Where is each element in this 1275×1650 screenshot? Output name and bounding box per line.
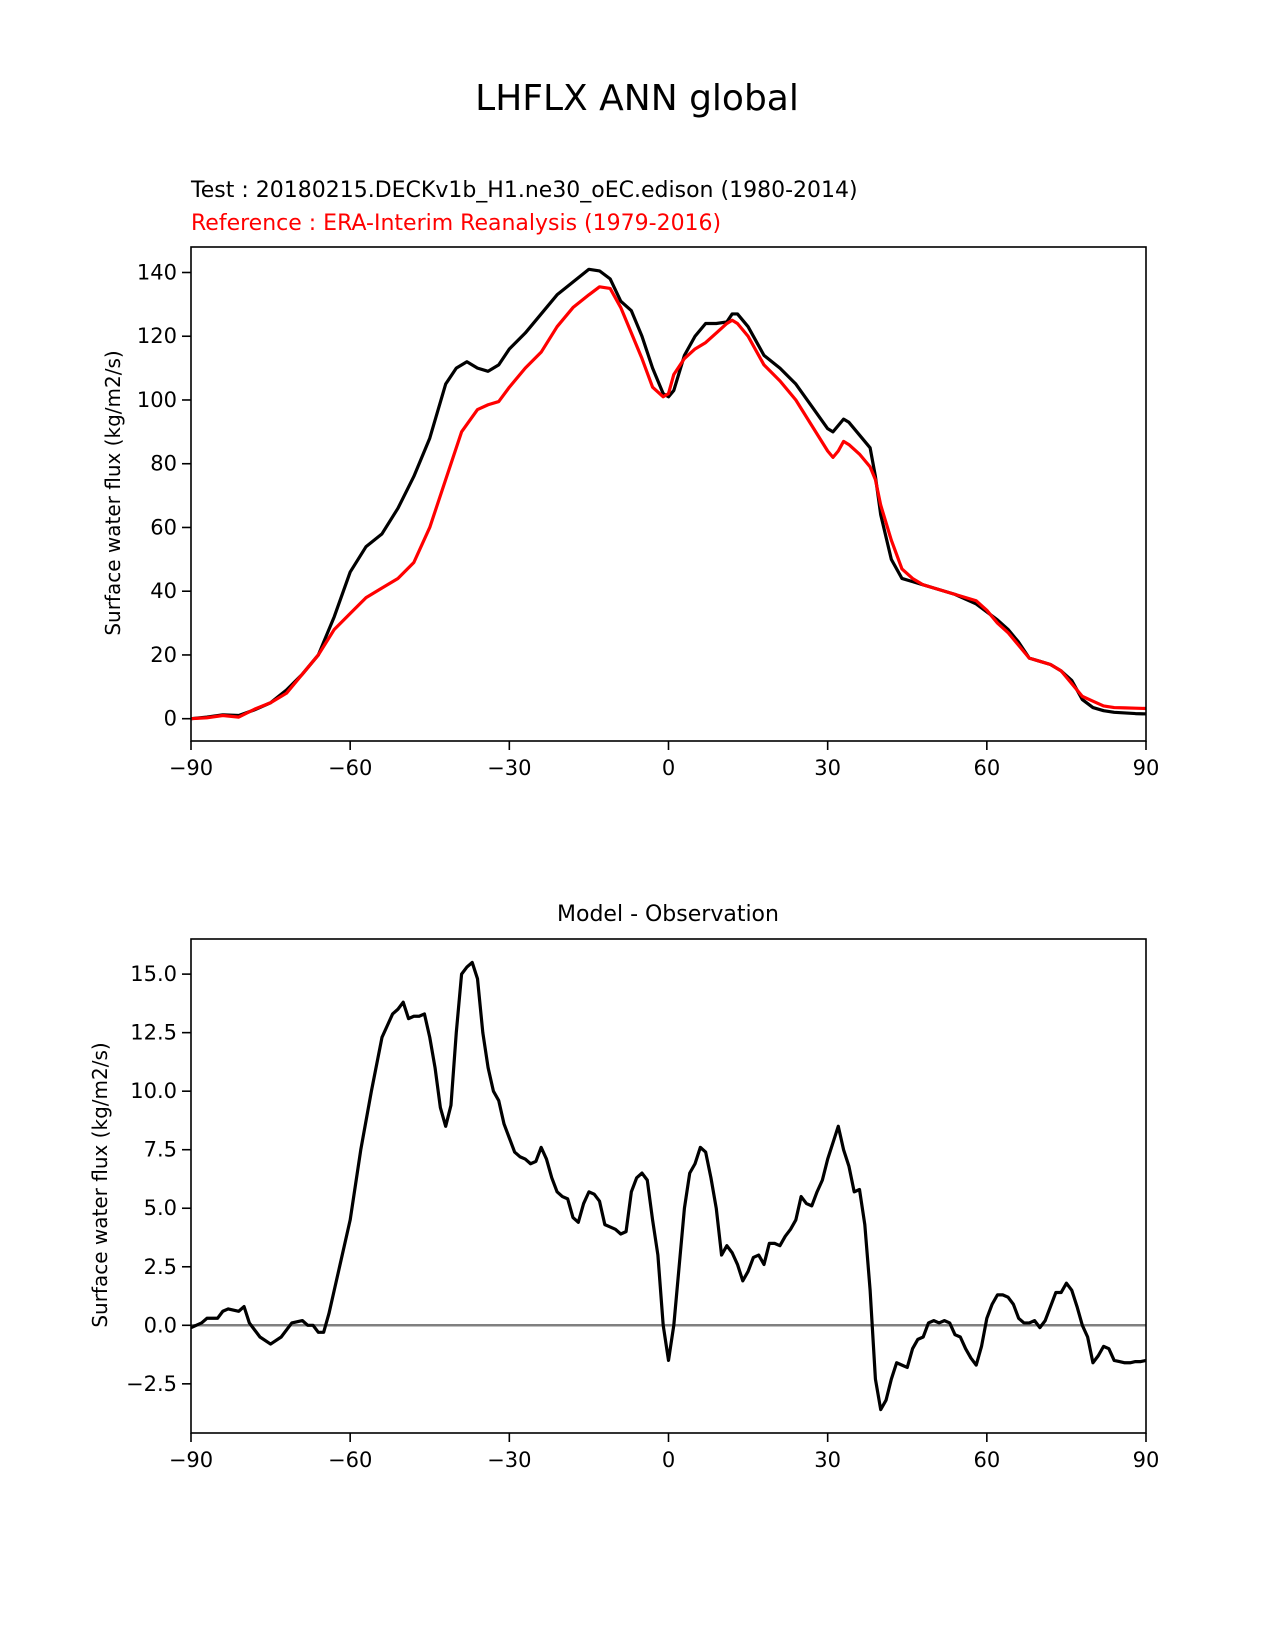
top-panel: Test : 20180215.DECKv1b_H1.ne30_oEC.edis… bbox=[101, 178, 1159, 780]
reference-title: Reference : ERA-Interim Reanalysis (1979… bbox=[191, 211, 721, 236]
figure-suptitle: LHFLX ANN global bbox=[475, 78, 799, 119]
top-axes-frame bbox=[190, 246, 1147, 742]
bottom-xtick-label: −90 bbox=[169, 1448, 213, 1472]
top-xtick-label: 30 bbox=[814, 756, 841, 780]
top-series-line-test bbox=[191, 267, 1146, 721]
top-ylabel: Surface water flux (kg/m2/s) bbox=[101, 350, 125, 635]
bottom-ytick-label: 15.0 bbox=[130, 962, 177, 986]
top-xtick-label: 90 bbox=[1133, 756, 1160, 780]
top-ytick-label: 100 bbox=[137, 388, 177, 412]
top-ytick-label: 60 bbox=[150, 515, 177, 539]
top-ytick-label: 140 bbox=[137, 260, 177, 284]
bottom-xtick-label: 30 bbox=[814, 1448, 841, 1472]
bottom-xtick-label: −60 bbox=[328, 1448, 372, 1472]
bottom-xtick-label: 60 bbox=[973, 1448, 1000, 1472]
top-ytick-label: 80 bbox=[150, 452, 177, 476]
bottom-ytick-label: 10.0 bbox=[130, 1079, 177, 1103]
bottom-ytick-label: 0.0 bbox=[144, 1313, 177, 1337]
top-ytick-label: 20 bbox=[150, 643, 177, 667]
bottom-panel: Model - Observation Surface water flux (… bbox=[88, 902, 1159, 1472]
bottom-ytick-label: 5.0 bbox=[144, 1196, 177, 1220]
top-xtick-label: −90 bbox=[169, 756, 213, 780]
bottom-ytick-label: 12.5 bbox=[130, 1021, 177, 1045]
top-series-line-reference bbox=[191, 285, 1146, 721]
test-title: Test : 20180215.DECKv1b_H1.ne30_oEC.edis… bbox=[190, 178, 858, 203]
bottom-xtick-label: −30 bbox=[487, 1448, 531, 1472]
bottom-ylabel: Surface water flux (kg/m2/s) bbox=[88, 1042, 112, 1327]
top-ytick-label: 120 bbox=[137, 324, 177, 348]
top-ytick-label: 40 bbox=[150, 579, 177, 603]
top-plot-area: −90 −60 −30 0 30 60 90 0 20 40 60 80 100 120 140 bbox=[137, 246, 1160, 780]
bottom-xtick-label: 90 bbox=[1133, 1448, 1160, 1472]
bottom-plot-area: −90 −60 −30 0 30 60 90 −2.5 0.0 2.5 5.0 7.5 10.0 12.5… bbox=[126, 938, 1160, 1472]
bottom-series-line-model-observation bbox=[191, 960, 1146, 1412]
diff-title: Model - Observation bbox=[557, 902, 779, 927]
top-xtick-label: −30 bbox=[487, 756, 531, 780]
top-ytick-label: 0 bbox=[164, 707, 177, 731]
bottom-ytick-label: 7.5 bbox=[144, 1138, 177, 1162]
bottom-ytick-label: 2.5 bbox=[144, 1255, 177, 1279]
top-xtick-label: 0 bbox=[662, 756, 675, 780]
top-xtick-label: 60 bbox=[973, 756, 1000, 780]
top-xtick-label: −60 bbox=[328, 756, 372, 780]
bottom-xtick-label: 0 bbox=[662, 1448, 675, 1472]
bottom-ytick-label: −2.5 bbox=[126, 1372, 177, 1396]
